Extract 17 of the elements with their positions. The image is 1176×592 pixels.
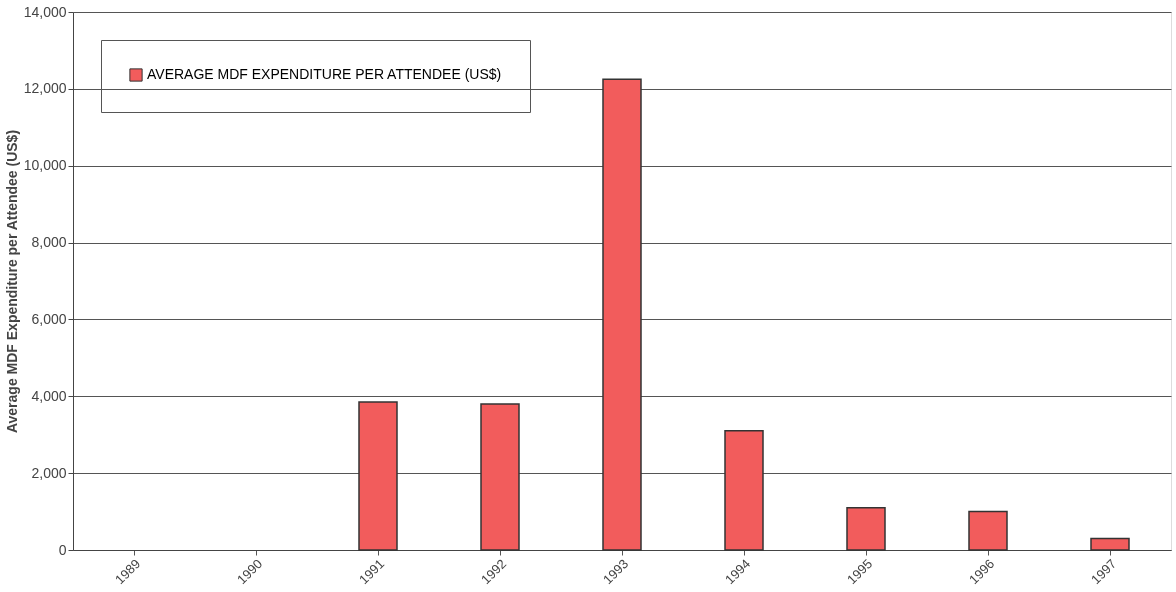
y-tick-label: 8,000	[31, 234, 67, 251]
y-tick-label: 4,000	[31, 387, 67, 404]
bar	[968, 510, 1008, 551]
bar	[602, 78, 642, 551]
bar	[724, 430, 764, 551]
y-tick-label: 0	[58, 541, 67, 558]
y-tick-label: 6,000	[31, 310, 67, 327]
y-tick-label: 12,000	[23, 80, 67, 97]
bar	[846, 506, 886, 551]
y-tick-label: 14,000	[23, 3, 67, 20]
y-axis-title: Average MDF Expenditure per Attendee (US$)	[3, 129, 20, 434]
bar	[358, 401, 398, 551]
bar	[1090, 537, 1130, 551]
y-tick-label: 2,000	[31, 464, 67, 481]
y-tick-label: 10,000	[23, 157, 67, 174]
bar	[480, 403, 520, 551]
legend-label: AVERAGE MDF EXPENDITURE PER ATTENDEE (US$)	[147, 66, 502, 82]
